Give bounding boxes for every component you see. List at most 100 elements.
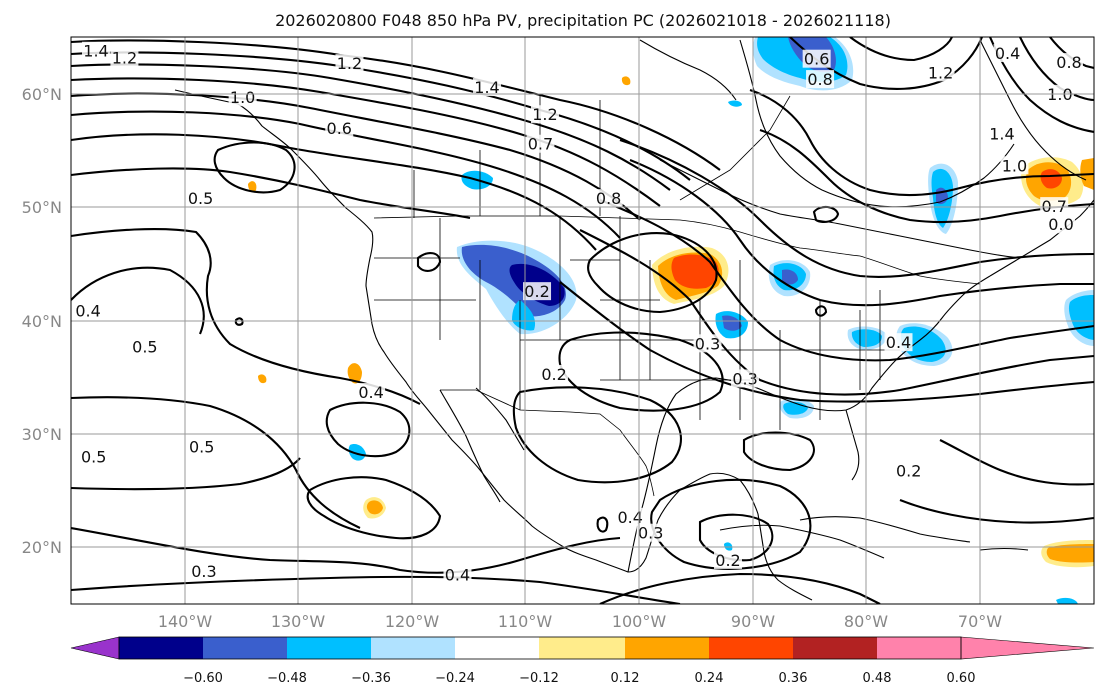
lon-label: 100°W xyxy=(612,612,667,631)
contour-label: 1.0 xyxy=(1002,156,1027,175)
pv-contour-line xyxy=(939,439,1094,486)
pv-contour-closed xyxy=(814,305,828,317)
lat-label: 30°N xyxy=(22,425,62,444)
lon-label: 80°W xyxy=(844,612,888,631)
pv-contour-line xyxy=(749,89,1094,197)
colorbar-tick-label: 0.24 xyxy=(695,671,724,686)
contour-label-background xyxy=(473,78,502,97)
contour-label-background xyxy=(1054,53,1083,72)
pv-contour-line xyxy=(71,110,621,239)
colorbar-bin xyxy=(539,637,625,659)
precip-shade-orange xyxy=(366,500,383,515)
contour-label: 0.6 xyxy=(327,119,352,138)
latitude-labels: 60°N 50°N 40°N 30°N 20°N xyxy=(22,85,62,557)
coastline-northeast xyxy=(989,199,1094,277)
contour-label: 0.4 xyxy=(445,566,470,585)
longitude-labels: 140°W 130°W 120°W 110°W 100°W 90°W 80°W … xyxy=(158,612,1002,631)
graticule xyxy=(71,37,1094,604)
pv-contour-closed xyxy=(558,331,724,412)
contour-label-background xyxy=(894,461,923,480)
pv-contour-closed xyxy=(596,516,609,533)
contour-label: 0.2 xyxy=(524,282,549,301)
colorbar-bin xyxy=(287,637,371,659)
precip-shade-medium-blue xyxy=(722,315,742,331)
lon-label: 140°W xyxy=(158,612,213,631)
colorbar-tick-label: −0.12 xyxy=(519,671,559,686)
contour-label-background xyxy=(806,70,835,89)
contour-label: 1.0 xyxy=(230,88,255,107)
precip-shade-orange xyxy=(621,76,631,86)
contour-label-background xyxy=(335,54,364,73)
contour-label-background xyxy=(713,550,742,569)
contour-label-background xyxy=(189,562,218,581)
pv-contour-closed xyxy=(325,401,411,458)
contour-label-background xyxy=(130,337,159,356)
map-frame xyxy=(70,36,1095,605)
lat-label: 20°N xyxy=(22,538,62,557)
precip-shade-orange xyxy=(248,181,257,192)
colorbar-frame xyxy=(118,636,962,660)
lat-label: 60°N xyxy=(22,85,62,104)
contour-label-background xyxy=(1000,156,1029,175)
pv-contour-line xyxy=(899,499,1094,524)
pv-contour-line xyxy=(599,199,1094,362)
coastline-gulf-of-california xyxy=(475,387,525,451)
colorbar-tick-label: 0.36 xyxy=(779,671,808,686)
contour-label-background xyxy=(74,301,103,320)
contour-label: 0.4 xyxy=(618,508,643,527)
lat-label: 50°N xyxy=(22,198,62,217)
contour-label: 0.5 xyxy=(188,189,213,208)
contour-label: 0.8 xyxy=(807,70,832,89)
lon-label: 110°W xyxy=(498,612,553,631)
colorbar-bin xyxy=(793,637,877,659)
contour-label-background xyxy=(228,88,257,107)
contour-label-background xyxy=(1047,215,1076,234)
contour-label: 0.4 xyxy=(358,383,383,402)
contour-label: 1.4 xyxy=(474,78,499,97)
pv-contour-closed xyxy=(587,232,718,314)
contour-label-background xyxy=(693,334,722,353)
contour-label: 0.5 xyxy=(189,438,214,457)
lon-label: 70°W xyxy=(958,612,1002,631)
contour-label: 0.0 xyxy=(1048,215,1073,234)
contour-label: 0.5 xyxy=(81,448,106,467)
precip-shade-cyan xyxy=(348,444,366,461)
contour-label-background xyxy=(884,333,913,352)
precip-shade-orange xyxy=(258,374,267,384)
coastline-arctic xyxy=(639,39,737,101)
contour-label-background xyxy=(79,447,108,466)
coastline-cuba xyxy=(799,516,971,543)
border-us-mexico xyxy=(440,389,655,497)
pv-contour-line xyxy=(71,133,597,251)
contour-label-background xyxy=(82,41,111,60)
precip-shade-cyan xyxy=(728,100,742,107)
contour-label: 0.3 xyxy=(191,562,216,581)
contour-label: 0.3 xyxy=(638,524,663,543)
colorbar-tick-label: −0.36 xyxy=(351,671,391,686)
contour-label: 0.4 xyxy=(995,44,1020,63)
contour-label-background xyxy=(636,523,665,542)
pv-contour-line xyxy=(71,77,661,207)
contour-label-background xyxy=(110,48,139,67)
precip-shade-cyan xyxy=(512,300,536,331)
contour-label: 1.2 xyxy=(337,54,362,73)
contour-label: 1.2 xyxy=(112,49,137,68)
pv-contour-line xyxy=(849,37,953,62)
pv-contour-closed xyxy=(213,141,296,194)
precip-shade-red-orange xyxy=(671,254,719,289)
pv-contour-line xyxy=(71,457,301,491)
coastline-west-north-america xyxy=(174,89,741,573)
precip-shade-red-orange xyxy=(1040,169,1062,189)
pv-contour-line xyxy=(71,227,421,405)
colorbar-tick-label: −0.60 xyxy=(183,671,223,686)
pv-contour-closed xyxy=(416,252,442,272)
contour-label: 0.4 xyxy=(886,333,911,352)
precip-shade-medium-blue xyxy=(782,269,798,285)
colorbar-bin xyxy=(625,637,709,659)
contour-label-background xyxy=(1040,197,1069,216)
border-us-canada xyxy=(373,215,981,285)
colorbar-bin xyxy=(203,637,287,659)
contour-label: 1.2 xyxy=(532,105,557,124)
pv-contour-closed xyxy=(650,478,812,570)
